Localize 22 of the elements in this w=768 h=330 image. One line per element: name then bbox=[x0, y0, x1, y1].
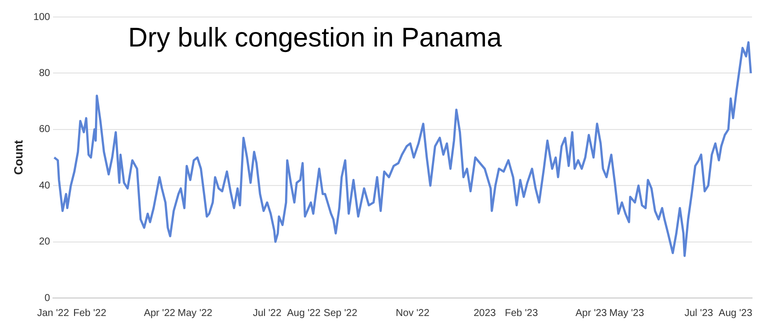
x-tick-label: May '23 bbox=[609, 308, 644, 319]
x-tick-label: Apr '23 bbox=[575, 308, 608, 319]
x-tick-label: Jul '22 bbox=[252, 308, 282, 319]
x-tick-label: Feb '23 bbox=[504, 308, 538, 319]
y-tick-label: 60 bbox=[38, 124, 51, 136]
chart-title: Dry bulk congestion in Panama bbox=[128, 22, 503, 52]
x-tick-label: Nov '22 bbox=[396, 308, 430, 319]
x-tick-label: Jan '22 bbox=[37, 308, 70, 319]
x-tick-label: May '22 bbox=[178, 308, 213, 319]
y-tick-label: 80 bbox=[38, 68, 51, 79]
x-tick-label: Aug '23 bbox=[718, 308, 753, 319]
y-tick-label: 100 bbox=[33, 12, 51, 23]
x-tick-label: 2023 bbox=[474, 308, 496, 319]
y-axis-title: Count bbox=[12, 140, 26, 175]
x-tick-label: Apr '22 bbox=[144, 308, 176, 319]
x-tick-label: Sep '22 bbox=[324, 308, 358, 319]
y-tick-label: 0 bbox=[44, 292, 51, 304]
y-tick-label: 40 bbox=[38, 180, 51, 192]
y-tick-label: 20 bbox=[38, 236, 51, 248]
x-tick-label: Aug '22 bbox=[286, 308, 322, 319]
x-tick-label: Jul '23 bbox=[684, 308, 714, 319]
x-tick-label: Feb '22 bbox=[73, 308, 107, 319]
